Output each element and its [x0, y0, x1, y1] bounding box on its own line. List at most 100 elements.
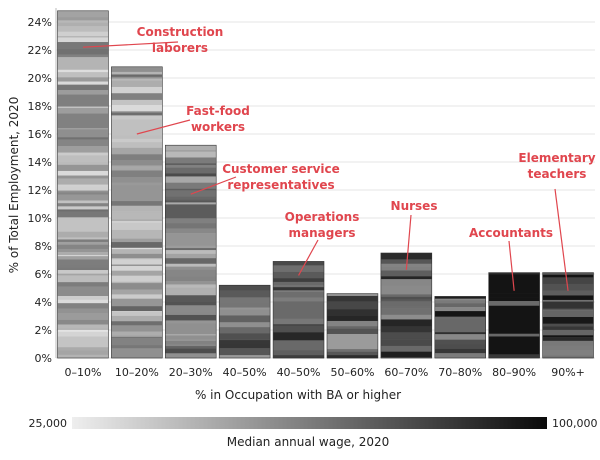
bar-segment [273, 278, 324, 283]
bar-segment [57, 209, 109, 212]
bar-segment [488, 316, 540, 334]
bar-segment [273, 332, 324, 341]
bar-segment [380, 345, 432, 352]
bar-segment [273, 265, 324, 273]
bar-segment [434, 353, 486, 359]
bar-segment [57, 106, 109, 109]
bar-segment [542, 277, 594, 285]
bar-segment [165, 305, 217, 312]
bar-segment [542, 326, 594, 331]
bar-segment [542, 323, 594, 327]
bar-segment [111, 119, 163, 136]
bar-segment [57, 237, 109, 240]
bar-segment [111, 312, 163, 317]
bar-segment [434, 318, 486, 333]
bar-segment [165, 228, 217, 234]
bar-segment [165, 348, 217, 354]
bar-segment [165, 292, 217, 296]
bar-segment [219, 348, 271, 356]
bar-segment [57, 26, 109, 33]
bar-segment [273, 301, 324, 319]
bar-segment [57, 259, 109, 267]
bar-group [542, 272, 594, 359]
bar-segment [165, 266, 217, 270]
bar-segment [57, 17, 109, 21]
bar-segment [57, 231, 109, 238]
bar-segment [111, 315, 163, 322]
bar-segment [434, 344, 486, 350]
bar-segment [111, 142, 163, 149]
bar-segment [111, 325, 163, 332]
bar-segment [111, 86, 163, 94]
bar-segment [57, 203, 109, 207]
bar-segment [57, 192, 109, 195]
bar-segment [57, 139, 109, 147]
bar-segment [57, 350, 109, 356]
bar [57, 10, 109, 359]
bar-segment [380, 339, 432, 347]
bar-segment [111, 220, 163, 224]
bar [488, 272, 540, 359]
bar-segment [57, 290, 109, 297]
bar-segment [165, 199, 217, 202]
bar-segment [273, 290, 324, 292]
bar-segment [57, 42, 109, 49]
bar-segment [434, 332, 486, 335]
bars [57, 10, 594, 359]
bar-segment [165, 248, 217, 251]
bar-segment [57, 107, 109, 114]
bar-segment [165, 151, 217, 158]
bar-segment [57, 336, 109, 348]
annotation-label: Elementary [518, 151, 595, 165]
bar-segment [165, 165, 217, 168]
bar-segment [111, 74, 163, 78]
bar-segment [57, 113, 109, 129]
bar-segment [273, 284, 324, 288]
bar-segment [327, 349, 378, 353]
bar-segment [273, 340, 324, 345]
bar-segment [165, 223, 217, 229]
bar-segment [380, 301, 432, 307]
bar-segment [219, 302, 271, 308]
x-tick-label: 50–60% [330, 366, 374, 379]
bar-segment [219, 307, 271, 310]
bar-segment [111, 281, 163, 284]
bar-segment [380, 319, 432, 327]
annotation-label: Fast-food [186, 104, 250, 118]
annotation-label: representatives [227, 178, 334, 192]
bar-segment [57, 308, 109, 314]
bar-segment [380, 279, 432, 286]
bar-segment [273, 297, 324, 302]
bar-segment [111, 294, 163, 299]
bar-segment [434, 298, 486, 301]
bar-segment [57, 129, 109, 138]
y-tick-label: 10% [28, 212, 52, 225]
annotation-leader [554, 188, 569, 291]
bar-segment [111, 76, 163, 79]
bar-segment [111, 264, 163, 266]
bar-segment [111, 159, 163, 166]
bar-segment [111, 66, 163, 73]
bar-segment [111, 229, 163, 239]
bar-segment [542, 309, 594, 311]
bar-segment [380, 299, 432, 302]
bar-segment [111, 165, 163, 168]
bar-segment [111, 167, 163, 169]
bar-segment [111, 253, 163, 259]
bar-segment [165, 157, 217, 164]
bar-segment [165, 295, 217, 303]
bar-group [326, 293, 379, 359]
bar [380, 252, 433, 359]
bar [218, 284, 271, 359]
bar-segment [434, 300, 486, 304]
bar-segment [57, 94, 109, 101]
bar-segment [57, 184, 109, 188]
colorbar-title: Median annual wage, 2020 [227, 435, 389, 449]
bar-segment [111, 99, 163, 106]
bar-segment [111, 80, 163, 88]
bar-segment [111, 348, 163, 359]
bar-segment [165, 323, 217, 335]
bar-segment [488, 354, 540, 359]
bar-segment [111, 78, 163, 81]
bar-group [57, 10, 109, 359]
